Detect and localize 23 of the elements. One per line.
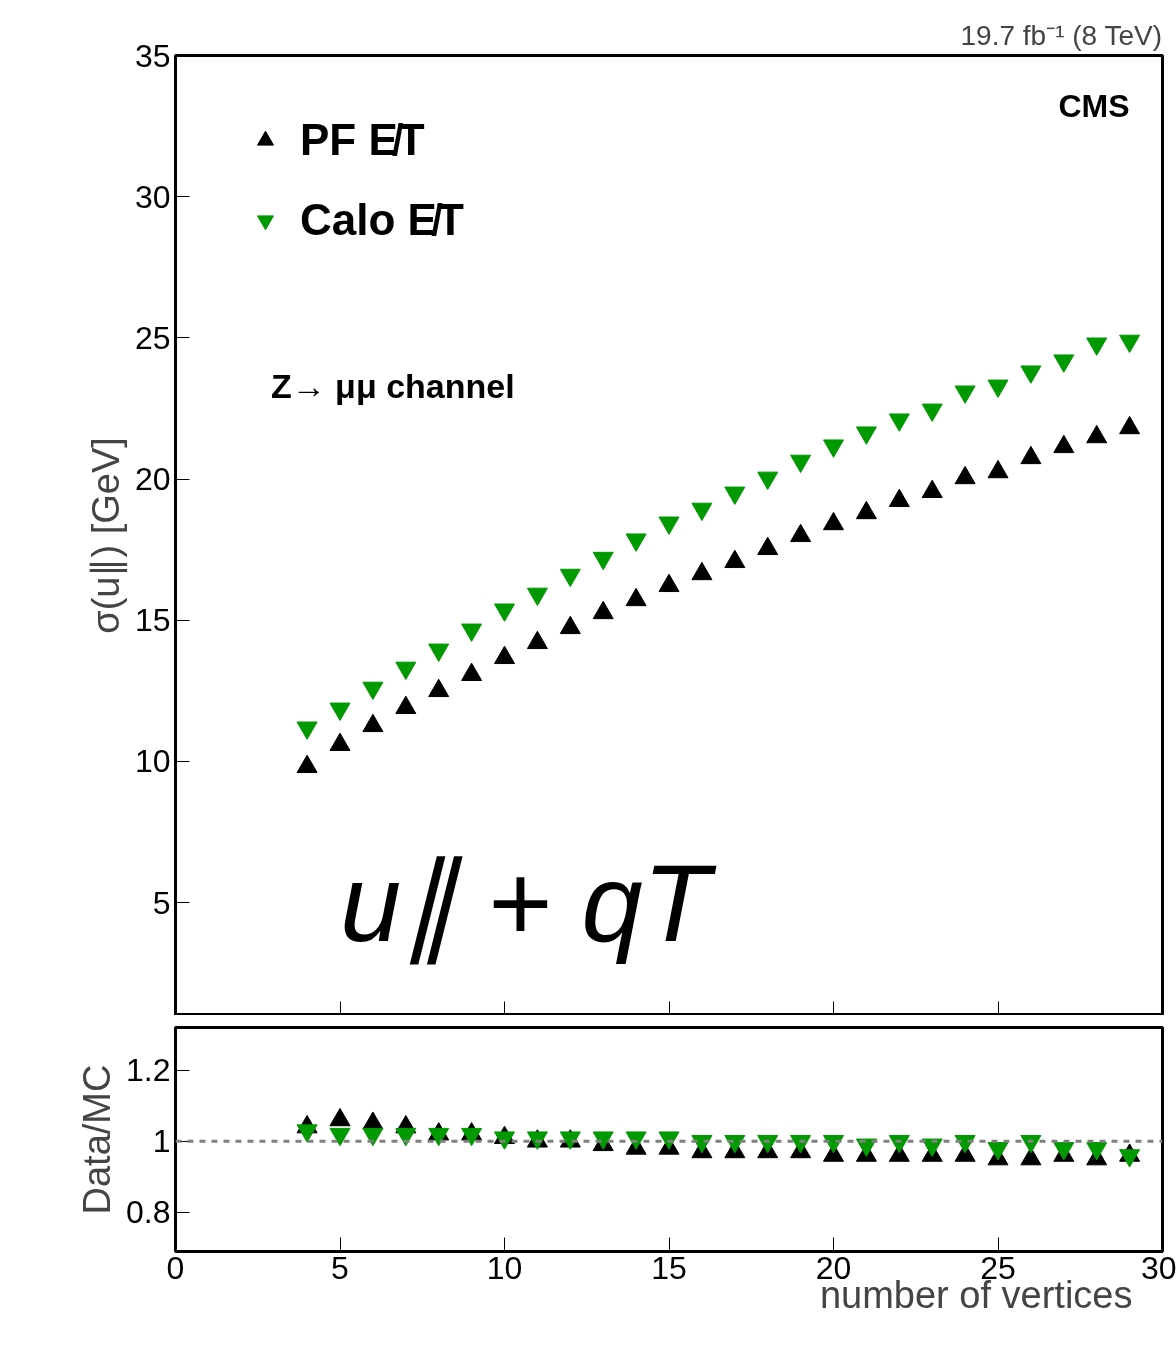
x-tick-label: 0 xyxy=(166,1249,185,1286)
annotation: Z→ μμ channel xyxy=(270,366,515,405)
annotation: CMS xyxy=(1058,88,1130,125)
y-tick-label: 5 xyxy=(152,884,171,921)
x-tick-label: 10 xyxy=(486,1249,523,1286)
text: 19.7 fb⁻¹ (8 TeV) xyxy=(960,19,1163,51)
y-tick-label: 30 xyxy=(134,178,171,215)
y-tick-label: 0.8 xyxy=(126,1194,171,1231)
y-tick-label: 20 xyxy=(134,461,171,498)
y-tick-label: 1 xyxy=(152,1123,171,1160)
annotation: u∥ + qT xyxy=(340,841,717,966)
y-axis-title: Data/MC xyxy=(76,1064,119,1215)
legend-label: PF E̸T xyxy=(300,115,425,165)
y-tick-label: 15 xyxy=(134,602,171,639)
y-axis-title: σ(u∥) [GeV] xyxy=(84,437,128,634)
y-tick-label: 25 xyxy=(134,319,171,356)
x-tick-label: 15 xyxy=(651,1249,687,1286)
x-tick-label: 5 xyxy=(331,1249,349,1286)
y-tick-label: 35 xyxy=(134,37,171,74)
x-tick-label: 30 xyxy=(1140,1249,1176,1286)
y-tick-label: 1.2 xyxy=(126,1052,171,1089)
y-tick-label: 10 xyxy=(134,743,171,780)
legend-label: Calo E̸T xyxy=(300,195,464,245)
